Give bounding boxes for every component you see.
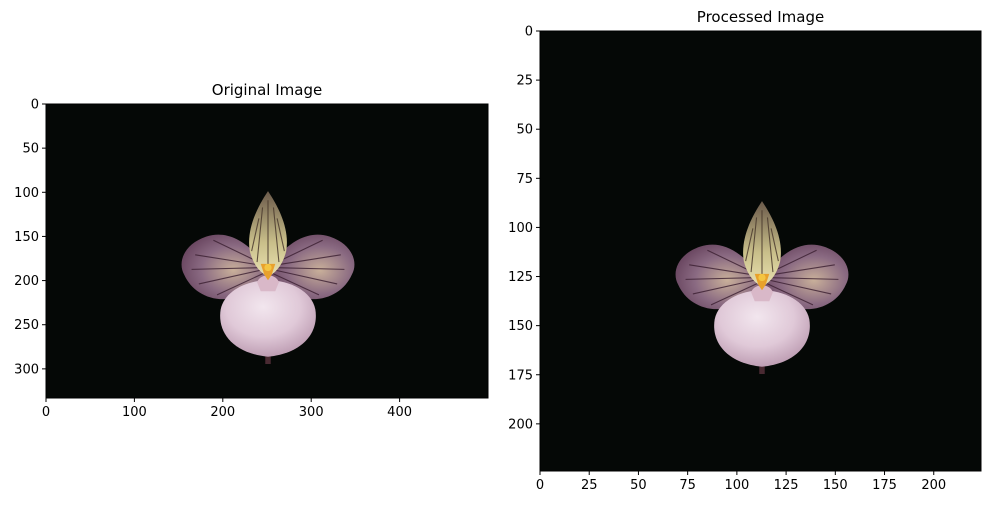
x-tick-label: 200: [210, 405, 235, 420]
axes-frame: [45, 103, 489, 399]
x-tick-label: 175: [872, 478, 897, 493]
axes-title: Original Image: [212, 81, 322, 99]
y-tick-label: 200: [508, 417, 533, 432]
y-tick-label: 50: [516, 123, 533, 138]
y-tick-label: 0: [31, 98, 39, 113]
x-tick-label: 125: [774, 478, 799, 493]
y-tick-label: 100: [508, 221, 533, 236]
y-tick-label: 200: [14, 274, 39, 289]
x-tick-label: 25: [581, 478, 598, 493]
x-tick-label: 0: [42, 405, 50, 420]
y-tick-label: 75: [516, 172, 533, 187]
axes-processed: Processed Image 0 25 50 75 100 125 150 175 200 0…: [508, 8, 982, 493]
y-tick-label: 150: [508, 319, 533, 334]
y-tick-label: 150: [14, 230, 39, 245]
x-tick-label: 100: [122, 405, 147, 420]
axes-frame: [539, 30, 982, 472]
x-tick-label: 150: [823, 478, 848, 493]
x-tick-label: 300: [299, 405, 324, 420]
x-axis: 0 25 50 75 100 125 150 175 200: [536, 471, 946, 493]
y-tick-label: 300: [14, 362, 39, 377]
y-axis: 0 50 100 150 200 250 300: [14, 98, 46, 377]
x-tick-label: 400: [387, 405, 412, 420]
x-tick-label: 75: [679, 478, 696, 493]
y-axis: 0 25 50 75 100 125 150 175 200: [508, 25, 540, 432]
y-tick-label: 25: [516, 74, 533, 89]
y-tick-label: 250: [14, 318, 39, 333]
x-tick-label: 50: [630, 478, 647, 493]
x-tick-label: 100: [724, 478, 749, 493]
axes-original: Original Image 0 100 200 300 400 0 50 100 150 20…: [14, 81, 489, 420]
y-tick-label: 0: [525, 25, 533, 40]
x-tick-label: 200: [921, 478, 946, 493]
y-tick-label: 100: [14, 186, 39, 201]
axes-title: Processed Image: [697, 8, 824, 26]
x-axis: 0 100 200 300 400: [42, 398, 412, 420]
y-tick-label: 125: [508, 270, 533, 285]
x-tick-label: 0: [536, 478, 544, 493]
y-tick-label: 175: [508, 368, 533, 383]
y-tick-label: 50: [22, 142, 39, 157]
